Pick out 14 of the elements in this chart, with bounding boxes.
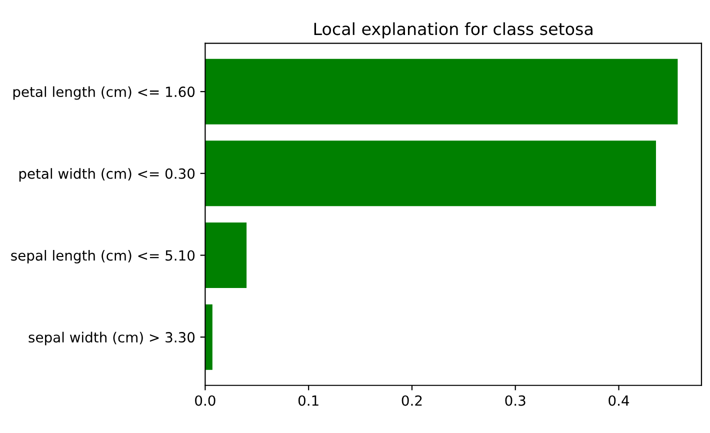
y-tick-label: petal length (cm) <= 1.60 (13, 86, 195, 100)
bar (205, 140, 656, 206)
bar (205, 222, 247, 288)
y-tick-label: sepal width (cm) > 3.30 (28, 332, 195, 346)
x-tick-label: 0.0 (195, 395, 216, 406)
y-tick-label: sepal length (cm) <= 5.10 (11, 250, 195, 264)
bar (205, 58, 678, 124)
y-tick-label: petal width (cm) <= 0.30 (19, 168, 195, 182)
x-tick-label: 0.2 (402, 395, 422, 406)
x-tick-label: 0.4 (608, 395, 630, 406)
x-tick-label: 0.3 (505, 395, 526, 406)
x-tick-label: 0.1 (298, 395, 318, 406)
chart-title: Local explanation for class setosa (314, 22, 592, 38)
bar (205, 304, 212, 370)
